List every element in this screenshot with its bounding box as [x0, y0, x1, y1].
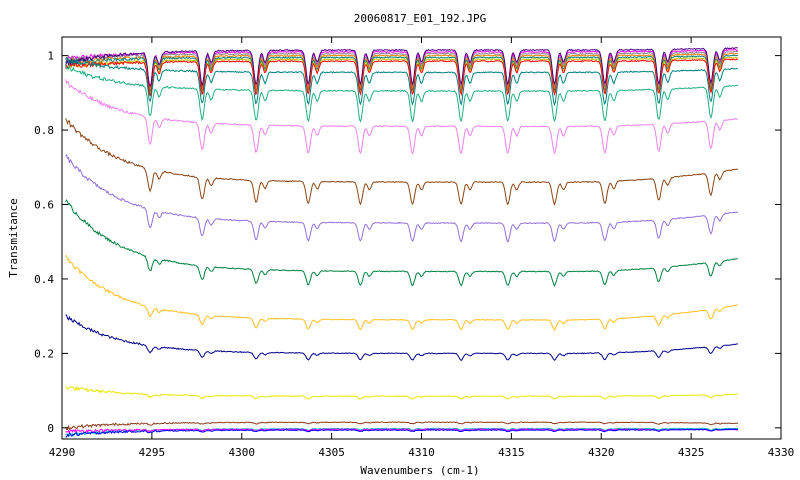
spectrum-line: [65, 385, 738, 400]
y-tick-label: 0: [47, 422, 54, 435]
x-tick-label: 4300: [229, 446, 256, 459]
spectrum-line: [65, 63, 738, 123]
spectrum-line: [65, 199, 738, 288]
spectrum-line: [65, 428, 739, 435]
spectrum-line: [65, 58, 739, 97]
x-tick-label: 4325: [678, 446, 705, 459]
y-axis: 0 0.2 0.4 0.6 0.8 1: [34, 50, 781, 435]
x-tick-label: 4295: [139, 446, 166, 459]
spectrum-line: [65, 154, 739, 243]
spectrum-line: [65, 421, 738, 431]
x-axis: 4290 4295 4300 4305 4310 4315 4320 4325 4330: [49, 37, 795, 459]
y-tick-label: 1: [47, 50, 54, 63]
spectrum-line: [65, 314, 738, 362]
y-tick-label: 0.2: [34, 347, 54, 360]
spectrum-line: [65, 428, 738, 438]
spectrum-line: [65, 52, 739, 92]
y-tick-label: 0.8: [34, 124, 54, 137]
x-tick-label: 4320: [588, 446, 615, 459]
x-tick-label: 4315: [498, 446, 525, 459]
spectrum-line: [65, 56, 738, 107]
plot-frame: [61, 36, 782, 440]
spectrum-line: [65, 47, 738, 88]
x-tick-label: 4305: [318, 446, 345, 459]
spectrum-line: [65, 79, 738, 155]
x-tick-label: 4330: [768, 446, 795, 459]
y-axis-label: Transmitance: [7, 198, 20, 277]
y-tick-label: 0.4: [34, 273, 54, 286]
chart-title: 20060817_E01_192.JPG: [354, 12, 486, 25]
x-tick-label: 4310: [408, 446, 435, 459]
y-tick-label: 0.6: [34, 199, 54, 212]
x-tick-label: 4290: [49, 446, 76, 459]
spectrum-line: [65, 254, 738, 331]
spectrum-line: [65, 54, 738, 93]
x-axis-label: Wavenumbers (cm-1): [360, 464, 479, 477]
spectrum-line: [65, 118, 739, 206]
spectrum-line: [65, 56, 739, 96]
spectrum-line: [65, 50, 739, 90]
